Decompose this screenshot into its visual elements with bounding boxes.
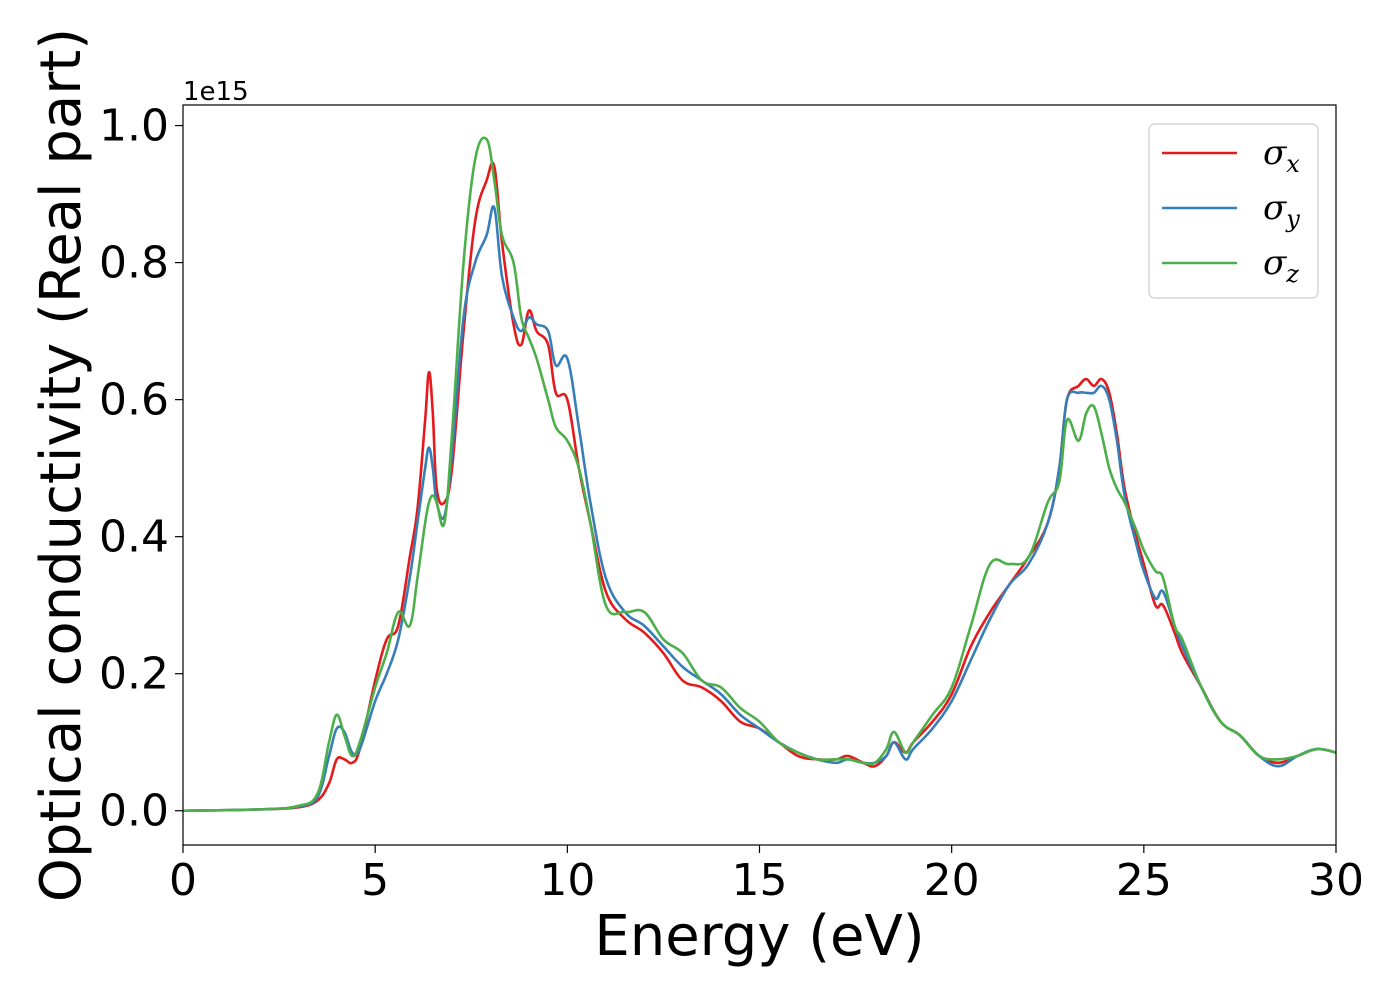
y-axis: 0.0 0.2 0.4 0.6 0.8 1.0 bbox=[99, 101, 183, 837]
x-tick-label: 30 bbox=[1308, 855, 1364, 906]
y-axis-label: Optical conductivity (Real part) bbox=[29, 28, 94, 902]
y-tick-label: 0.2 bbox=[99, 649, 169, 700]
y-tick-label: 0.4 bbox=[99, 512, 169, 563]
y-tick-label: 1.0 bbox=[99, 101, 169, 152]
legend-label-x: σx bbox=[1263, 133, 1300, 178]
x-tick-label: 5 bbox=[361, 855, 389, 906]
legend-label-y: σy bbox=[1263, 188, 1300, 233]
x-axis: 0 5 10 15 20 25 30 bbox=[169, 845, 1364, 906]
x-tick-label: 25 bbox=[1116, 855, 1172, 906]
y-offset-label: 1e15 bbox=[183, 77, 249, 107]
legend-box bbox=[1148, 123, 1319, 299]
x-tick-label: 15 bbox=[732, 855, 788, 906]
y-tick-label: 0.0 bbox=[99, 786, 169, 837]
x-tick-label: 20 bbox=[924, 855, 980, 906]
legend: σx σy σz bbox=[1148, 123, 1319, 299]
series-line-y bbox=[183, 205, 1336, 813]
y-tick-label: 0.8 bbox=[99, 238, 169, 289]
x-tick-label: 0 bbox=[169, 855, 197, 906]
y-tick-label: 0.6 bbox=[99, 375, 169, 426]
series-layer bbox=[183, 136, 1336, 813]
series-line-z bbox=[183, 136, 1336, 813]
x-tick-label: 10 bbox=[539, 855, 595, 906]
legend-label-z: σz bbox=[1263, 243, 1299, 288]
x-axis-label: Energy (eV) bbox=[594, 904, 924, 969]
